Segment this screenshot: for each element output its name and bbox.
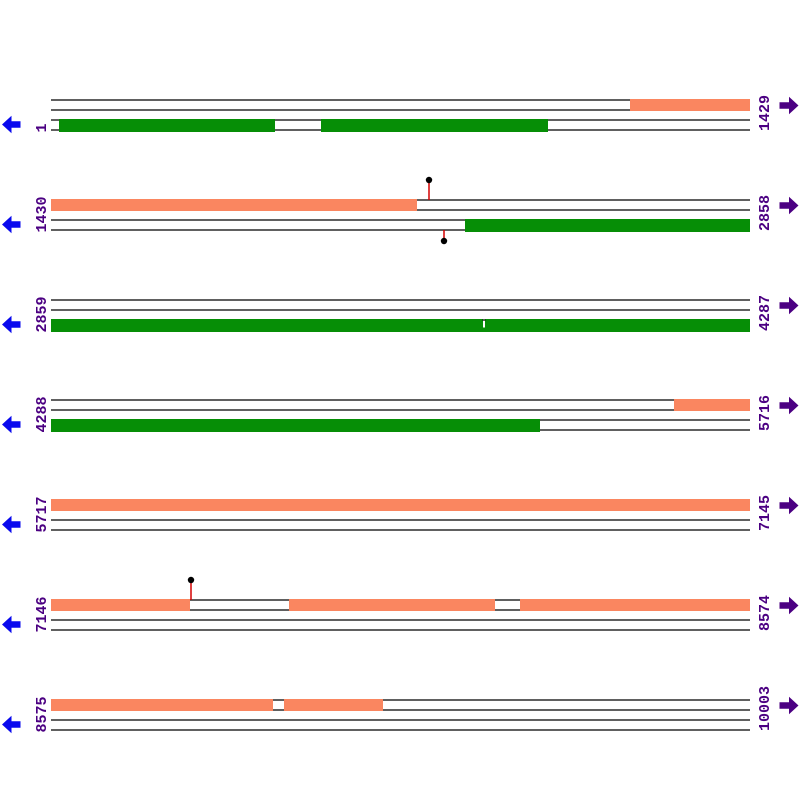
scroll-right-arrow-icon[interactable] <box>779 596 799 615</box>
site-marker-dot <box>425 176 433 184</box>
scroll-left-arrow-icon[interactable] <box>2 115 21 134</box>
row-end-coordinate: 10003 <box>757 686 774 731</box>
map-row: 8575 10003 <box>2 686 799 734</box>
scroll-right-arrow-icon[interactable] <box>779 196 799 215</box>
reverse-feature[interactable] <box>465 219 750 232</box>
row-start-coordinate: 5717 <box>34 496 51 532</box>
row-end-coordinate: 5716 <box>757 395 774 431</box>
scroll-right-arrow-icon[interactable] <box>779 396 799 415</box>
forward-feature[interactable] <box>51 199 417 211</box>
map-row: 1 1429 <box>2 95 799 134</box>
row-start-coordinate: 8575 <box>34 696 51 732</box>
row-end-coordinate: 1429 <box>757 95 774 131</box>
scroll-left-arrow-icon[interactable] <box>2 615 21 634</box>
map-row: 5717 7145 <box>2 495 799 534</box>
site-marker[interactable] <box>440 230 448 245</box>
forward-feature[interactable] <box>520 599 750 611</box>
row-start-coordinate: 1430 <box>34 196 51 232</box>
reverse-feature[interactable] <box>51 319 750 332</box>
scroll-left-arrow-icon[interactable] <box>2 415 21 434</box>
forward-feature[interactable] <box>284 699 383 711</box>
scroll-left-arrow-icon[interactable] <box>2 215 21 234</box>
row-end-coordinate: 2858 <box>757 195 774 231</box>
scroll-left-arrow-icon[interactable] <box>2 315 21 334</box>
row-end-coordinate: 8574 <box>757 595 774 631</box>
scroll-right-arrow-icon[interactable] <box>779 496 799 515</box>
forward-feature[interactable] <box>51 499 750 511</box>
reverse-feature[interactable] <box>59 119 275 132</box>
reverse-feature[interactable] <box>51 419 540 432</box>
site-marker[interactable] <box>187 576 195 600</box>
scroll-right-arrow-icon[interactable] <box>779 296 799 315</box>
forward-feature[interactable] <box>630 99 750 111</box>
site-marker[interactable] <box>425 176 433 200</box>
forward-feature[interactable] <box>674 399 750 411</box>
row-start-coordinate: 4288 <box>34 396 51 432</box>
reverse-feature[interactable] <box>321 119 548 132</box>
scroll-left-arrow-icon[interactable] <box>2 715 21 734</box>
row-start-coordinate: 7146 <box>34 596 51 632</box>
scroll-left-arrow-icon[interactable] <box>2 515 21 534</box>
site-marker-dot <box>440 237 448 245</box>
map-row: 1430 2858 <box>2 176 799 245</box>
row-start-coordinate: 1 <box>34 123 51 132</box>
forward-feature[interactable] <box>289 599 495 611</box>
map-row: 7146 8574 <box>2 576 799 634</box>
row-start-coordinate: 2859 <box>34 296 51 332</box>
map-row: 4288 5716 <box>2 395 799 434</box>
scroll-right-arrow-icon[interactable] <box>779 696 799 715</box>
map-row: 2859 4287 <box>2 295 799 334</box>
forward-feature[interactable] <box>51 699 273 711</box>
scroll-right-arrow-icon[interactable] <box>779 96 799 115</box>
site-marker-dot <box>187 576 195 584</box>
row-end-coordinate: 7145 <box>757 495 774 531</box>
forward-feature[interactable] <box>51 599 190 611</box>
feature-boundary <box>483 319 485 328</box>
row-end-coordinate: 4287 <box>757 295 774 331</box>
